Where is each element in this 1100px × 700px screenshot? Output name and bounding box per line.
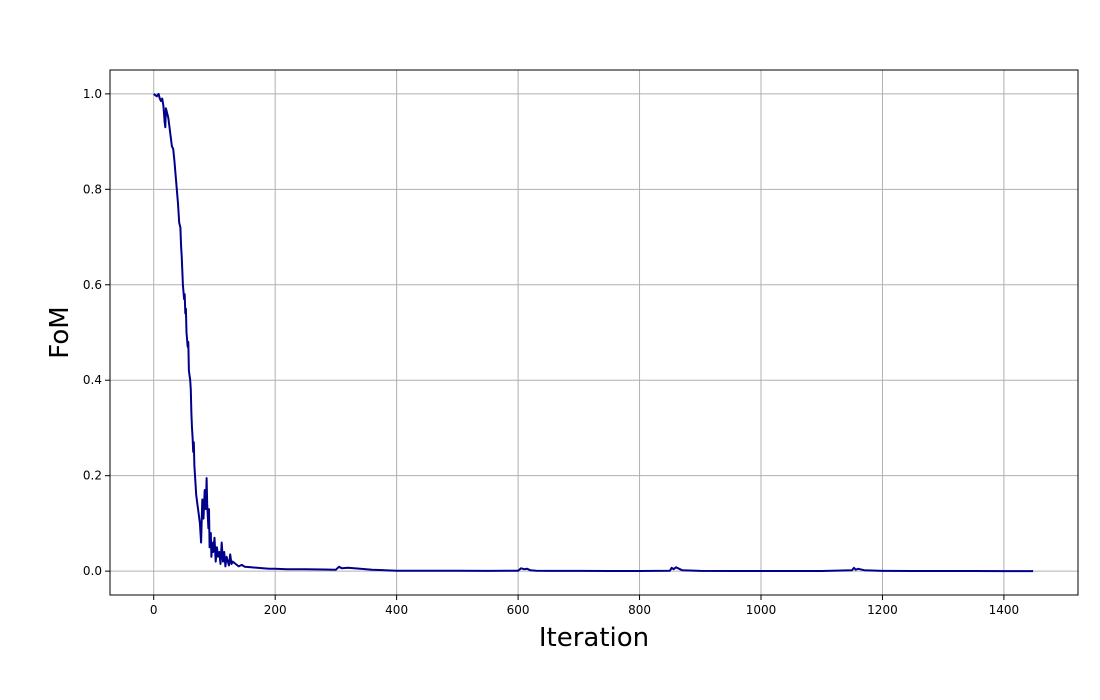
y-tick-label: 0.0 [83, 564, 102, 578]
x-tick-label: 800 [628, 603, 651, 617]
y-tick-label: 0.6 [83, 278, 102, 292]
series-line [153, 92, 1034, 573]
axis-ticks: 0 200 400 600 800 1000 1200 1400 0.0 0.2 0.4 0.6 0.8… [83, 87, 1019, 617]
x-tick-label: 400 [385, 603, 408, 617]
plot-area [153, 92, 1034, 573]
x-tick-label: 1000 [746, 603, 777, 617]
y-tick-label: 1.0 [83, 87, 102, 101]
x-tick-label: 0 [150, 603, 158, 617]
y-tick-label: 0.8 [83, 182, 102, 196]
y-tick-label: 0.2 [83, 469, 102, 483]
x-axis-title: Iteration [539, 623, 649, 653]
x-tick-label: 1400 [989, 603, 1020, 617]
x-tick-label: 600 [507, 603, 530, 617]
y-tick-label: 0.4 [83, 373, 102, 387]
plot-frame [109, 69, 1079, 596]
x-tick-label: 1200 [867, 603, 898, 617]
x-tick-label: 200 [264, 603, 287, 617]
y-axis-title: FoM [45, 306, 75, 358]
grid [110, 70, 1078, 595]
